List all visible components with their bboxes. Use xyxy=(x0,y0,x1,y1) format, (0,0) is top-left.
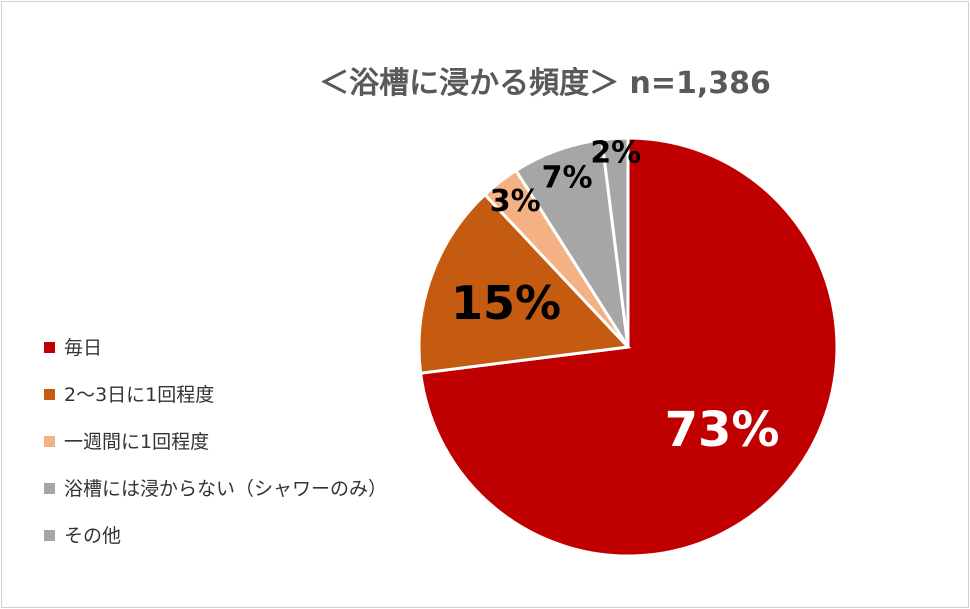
legend-marker-5 xyxy=(44,530,55,541)
legend-label-1: 毎日 xyxy=(64,337,102,359)
data-label-4: 7% xyxy=(542,160,593,195)
legend-marker-1 xyxy=(44,342,55,353)
pie-slice-5 xyxy=(600,136,630,348)
legend-label-3: 一週間に1回程度 xyxy=(64,431,209,453)
data-label-1: 73% xyxy=(665,402,780,458)
pie-slices xyxy=(417,136,839,558)
legend-label-4: 浴槽には浸からない（シャワーのみ） xyxy=(64,478,387,500)
legend-label-5: その他 xyxy=(64,525,121,547)
data-label-5: 2% xyxy=(590,136,641,171)
chart-title: ＜浴槽に浸かる頻度＞ n=1,386 xyxy=(319,66,771,101)
data-label-2: 15% xyxy=(451,276,561,330)
data-label-3: 3% xyxy=(490,184,541,219)
legend-marker-2 xyxy=(44,389,55,400)
legend-marker-4 xyxy=(44,483,55,494)
pie-slice-2 xyxy=(417,192,632,375)
legend-marker-3 xyxy=(44,436,55,447)
legend-label-2: 2～3日に1回程度 xyxy=(64,384,214,406)
data-labels: 73% 15% 3%7%2% xyxy=(451,136,779,458)
